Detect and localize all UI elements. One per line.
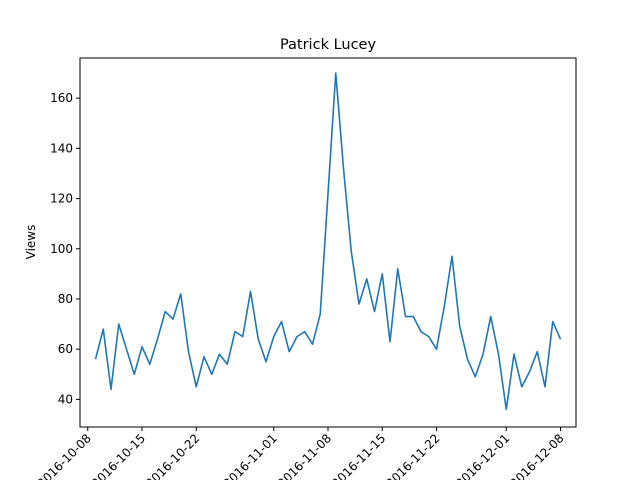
y-tick-label: 40: [58, 392, 73, 406]
chart-title: Patrick Lucey: [280, 37, 377, 53]
axes-frame: [79, 57, 577, 428]
x-tick-label: 2016-11-01: [221, 431, 280, 480]
x-tick-label: 2016-11-22: [383, 431, 442, 480]
y-tick-label: 60: [58, 342, 73, 356]
series-line: [94, 72, 562, 411]
x-tick-label: 2016-10-22: [143, 431, 202, 480]
x-tick-label: 2016-10-08: [35, 431, 94, 480]
y-axis: 40 60 80 100 120 140 160: [50, 91, 80, 406]
y-tick-label: 120: [50, 192, 73, 206]
x-tick-label: 2016-12-08: [507, 431, 566, 480]
y-tick-label: 140: [50, 141, 73, 155]
y-tick-label: 160: [50, 91, 73, 105]
plot-area: [94, 72, 562, 411]
y-tick-label: 100: [50, 242, 73, 256]
x-tick-label: 2016-12-01: [453, 431, 512, 480]
x-tick-label: 2016-10-15: [89, 431, 148, 480]
y-tick-label: 80: [58, 292, 73, 306]
x-tick-label: 2016-11-08: [275, 431, 334, 480]
y-axis-title: Views: [24, 225, 38, 260]
x-tick-label: 2016-11-15: [329, 431, 388, 480]
